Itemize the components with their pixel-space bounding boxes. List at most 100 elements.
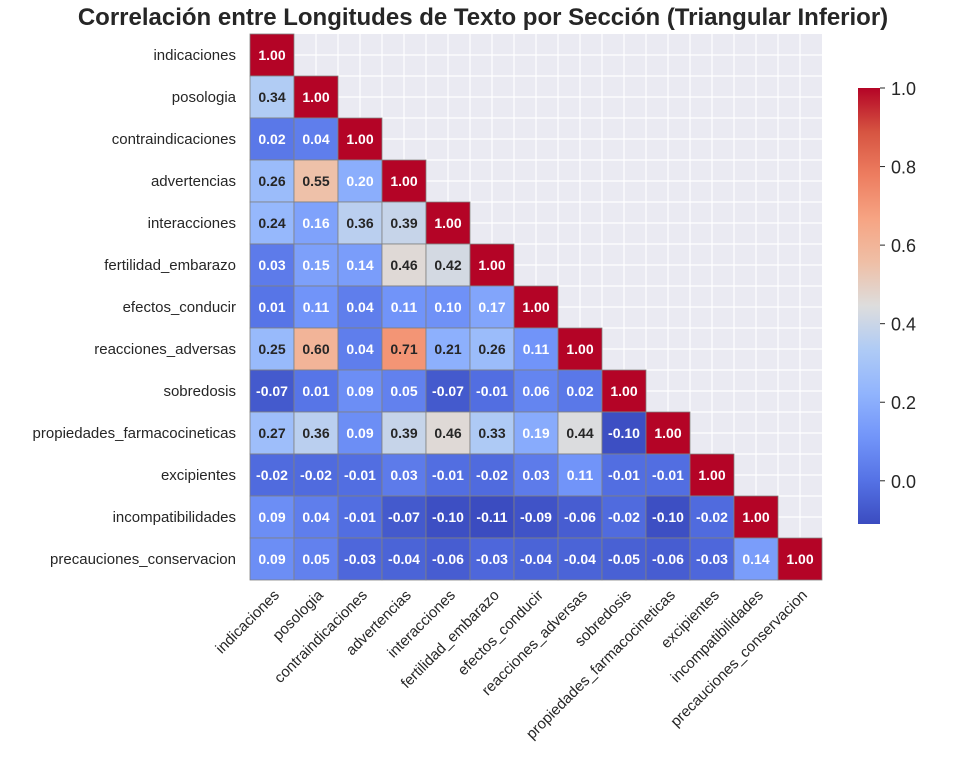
colorbar-tick-label: 0.0	[891, 472, 916, 492]
cell-value-label: -0.04	[520, 551, 552, 567]
cell-value-label: 1.00	[654, 425, 681, 441]
cell-value-label: -0.01	[432, 467, 464, 483]
cell-value-label: 0.01	[302, 383, 329, 399]
cell-value-label: 0.44	[566, 425, 593, 441]
heatmap-cell: 1.00	[513, 285, 559, 329]
cell-rect	[381, 411, 427, 455]
heatmap-cell: 0.46	[425, 411, 471, 455]
cell-value-label: 0.11	[567, 467, 594, 483]
heatmap-cell: -0.06	[645, 537, 691, 581]
cell-value-label: 0.27	[258, 425, 285, 441]
cell-rect	[645, 411, 691, 455]
cell-value-label: 0.02	[566, 383, 593, 399]
cell-value-label: 0.02	[258, 131, 285, 147]
cell-value-label: 0.16	[302, 215, 329, 231]
row-label: excipientes	[161, 467, 236, 484]
cell-value-label: -0.03	[344, 551, 376, 567]
cell-value-label: 1.00	[346, 131, 373, 147]
heatmap-cell: 0.02	[249, 117, 295, 161]
heatmap-cell: 1.00	[689, 453, 735, 497]
cell-value-label: -0.04	[564, 551, 596, 567]
heatmap-cell: 0.19	[513, 411, 559, 455]
cell-rect	[557, 327, 603, 371]
heatmap-cell: 1.00	[777, 537, 823, 581]
cell-rect	[645, 495, 691, 539]
heatmap-cell: 0.11	[557, 453, 603, 497]
heatmap-cell: 0.06	[513, 369, 559, 413]
heatmap-cell: -0.07	[425, 369, 471, 413]
cell-rect	[293, 201, 339, 245]
cell-value-label: 0.04	[346, 299, 373, 315]
heatmap-cell: 1.00	[293, 75, 339, 119]
row-label: propiedades_farmacocineticas	[33, 425, 236, 442]
cell-value-label: 0.71	[390, 341, 417, 357]
heatmap-cell: 0.10	[425, 285, 471, 329]
row-labels: indicaciones posologia contraindicaciones a…	[33, 47, 237, 568]
heatmap-cell: 1.00	[469, 243, 515, 287]
cell-value-label: 1.00	[742, 509, 769, 525]
heatmap-cell: -0.01	[425, 453, 471, 497]
cell-value-label: 0.33	[478, 425, 505, 441]
heatmap-cell: -0.06	[425, 537, 471, 581]
heatmap-cell: -0.02	[689, 495, 735, 539]
cell-rect	[249, 285, 295, 329]
cell-value-label: -0.03	[696, 551, 728, 567]
heatmap-cell: -0.04	[557, 537, 603, 581]
cell-rect	[293, 537, 339, 581]
heatmap-cell: 1.00	[601, 369, 647, 413]
cell-value-label: 0.26	[478, 341, 505, 357]
cell-rect	[381, 369, 427, 413]
heatmap-cell: 0.04	[293, 117, 339, 161]
cell-value-label: -0.04	[388, 551, 420, 567]
cell-value-label: 0.21	[434, 341, 461, 357]
cell-rect	[381, 201, 427, 245]
cell-rect	[601, 369, 647, 413]
heatmap-cell: 0.26	[249, 159, 295, 203]
heatmap-cell: -0.11	[469, 495, 515, 539]
cell-rect	[469, 411, 515, 455]
cell-value-label: 0.14	[742, 551, 769, 567]
heatmap-cell: 0.44	[557, 411, 603, 455]
cell-value-label: -0.11	[476, 509, 507, 525]
colorbar-tick-label: 1.0	[891, 79, 916, 99]
cell-value-label: 0.17	[478, 299, 505, 315]
cell-rect	[337, 327, 383, 371]
cell-value-label: 0.04	[302, 509, 329, 525]
heatmap-cell: -0.07	[249, 369, 295, 413]
cell-rect	[425, 285, 471, 329]
cell-rect	[381, 159, 427, 203]
heatmap-cell: 0.42	[425, 243, 471, 287]
heatmap-cell: 0.20	[337, 159, 383, 203]
heatmap-cell: -0.01	[469, 369, 515, 413]
cell-rect	[293, 453, 339, 497]
heatmap-cell: -0.01	[601, 453, 647, 497]
cell-rect	[469, 285, 515, 329]
cell-rect	[601, 411, 647, 455]
cell-value-label: 0.03	[522, 467, 549, 483]
heatmap-cell: 0.04	[337, 327, 383, 371]
cell-value-label: 0.05	[302, 551, 329, 567]
heatmap-cell: -0.09	[513, 495, 559, 539]
heatmap-cell: 0.36	[293, 411, 339, 455]
cell-value-label: 1.00	[478, 257, 505, 273]
cell-value-label: 0.11	[523, 341, 550, 357]
cell-value-label: 0.11	[303, 299, 330, 315]
colorbar-tick-label: 0.6	[891, 236, 916, 256]
heatmap-cell: -0.04	[381, 537, 427, 581]
heatmap-cell: -0.05	[601, 537, 647, 581]
cell-rect	[293, 285, 339, 329]
row-label: fertilidad_embarazo	[104, 257, 236, 274]
cell-rect	[689, 537, 735, 581]
cell-rect	[557, 411, 603, 455]
colorbar-tick-label: 0.8	[891, 158, 916, 178]
heatmap-cell: -0.02	[601, 495, 647, 539]
cell-rect	[337, 159, 383, 203]
cell-value-label: 0.55	[302, 173, 329, 189]
cell-value-label: -0.01	[608, 467, 640, 483]
cell-value-label: 1.00	[610, 383, 637, 399]
cell-value-label: 0.36	[346, 215, 373, 231]
column-labels: indicacionesposologiacontraindicacionesa…	[212, 586, 810, 742]
colorbar-gradient	[858, 88, 880, 524]
cell-rect	[601, 495, 647, 539]
heatmap-cell: 0.36	[337, 201, 383, 245]
